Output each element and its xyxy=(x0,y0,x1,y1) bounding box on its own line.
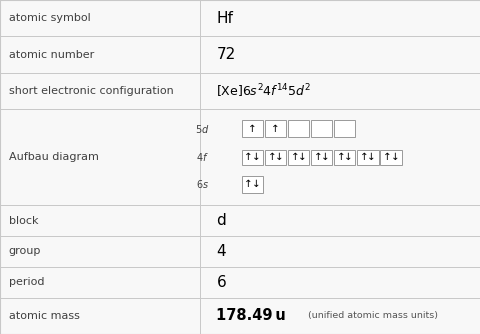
Text: ↑: ↑ xyxy=(382,152,391,162)
Text: (unified atomic mass units): (unified atomic mass units) xyxy=(305,311,438,320)
Text: $5d$: $5d$ xyxy=(194,123,209,135)
Text: ↓: ↓ xyxy=(367,152,375,162)
Text: ↑: ↑ xyxy=(267,152,276,162)
Text: atomic number: atomic number xyxy=(9,50,94,60)
Bar xyxy=(334,150,355,165)
Text: 6: 6 xyxy=(216,275,226,290)
Bar xyxy=(264,120,286,137)
Text: ↑: ↑ xyxy=(244,152,252,162)
Text: atomic symbol: atomic symbol xyxy=(9,13,90,23)
Text: ↑: ↑ xyxy=(290,152,299,162)
Text: ↓: ↓ xyxy=(252,179,260,189)
Text: short electronic configuration: short electronic configuration xyxy=(9,86,173,96)
Text: 178.49 u: 178.49 u xyxy=(216,308,286,323)
Bar xyxy=(380,150,401,165)
Text: atomic mass: atomic mass xyxy=(9,311,79,321)
Text: ↓: ↓ xyxy=(390,152,398,162)
Bar xyxy=(334,120,355,137)
Text: ↑: ↑ xyxy=(336,152,345,162)
Bar xyxy=(311,120,332,137)
Bar xyxy=(241,176,263,193)
Text: period: period xyxy=(9,277,44,287)
Bar xyxy=(264,150,286,165)
Text: 72: 72 xyxy=(216,47,235,62)
Text: ↑: ↑ xyxy=(248,124,256,134)
Text: group: group xyxy=(9,246,41,257)
Text: Aufbau diagram: Aufbau diagram xyxy=(9,152,98,162)
Text: ↓: ↓ xyxy=(298,152,306,162)
Text: ↑: ↑ xyxy=(313,152,322,162)
Text: d: d xyxy=(216,213,226,228)
Text: ↓: ↓ xyxy=(344,152,352,162)
Text: ↑: ↑ xyxy=(244,179,252,189)
Bar xyxy=(241,120,263,137)
Text: 4: 4 xyxy=(216,244,226,259)
Bar xyxy=(288,120,309,137)
Bar xyxy=(357,150,378,165)
Text: Hf: Hf xyxy=(216,11,233,26)
Bar xyxy=(288,150,309,165)
Text: $4f$: $4f$ xyxy=(196,151,209,163)
Text: block: block xyxy=(9,216,38,226)
Text: $6s$: $6s$ xyxy=(196,178,209,190)
Text: ↑: ↑ xyxy=(359,152,368,162)
Text: ↓: ↓ xyxy=(321,152,329,162)
Text: ↓: ↓ xyxy=(252,152,260,162)
Text: ↑: ↑ xyxy=(271,124,279,134)
Text: $\mathregular{[Xe]}6s^{2}4f^{14}5d^{2}$: $\mathregular{[Xe]}6s^{2}4f^{14}5d^{2}$ xyxy=(216,82,311,100)
Text: ↓: ↓ xyxy=(275,152,283,162)
Bar xyxy=(241,150,263,165)
Bar xyxy=(311,150,332,165)
